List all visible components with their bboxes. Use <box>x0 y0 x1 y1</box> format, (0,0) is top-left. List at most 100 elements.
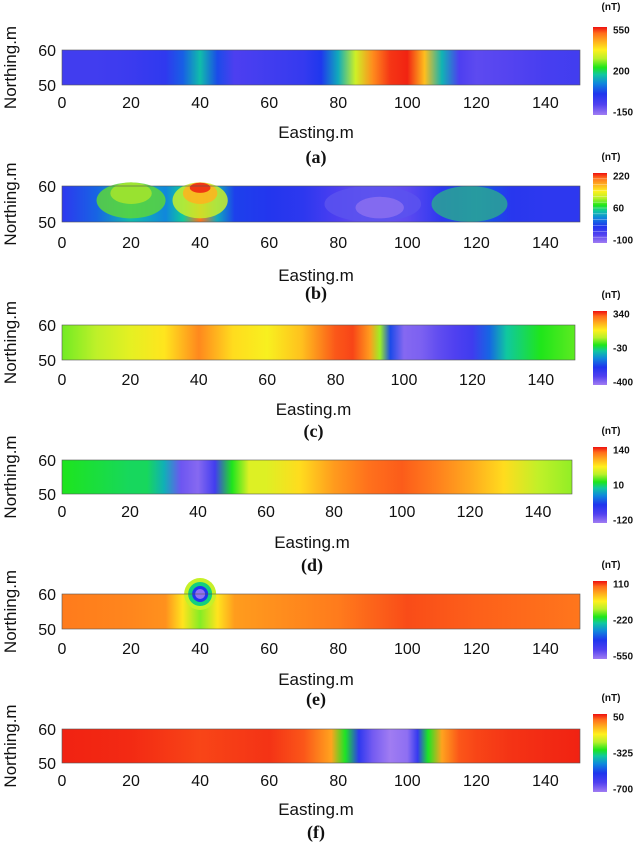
x-axis-label: Easting.m <box>278 123 354 142</box>
x-tick-label: 20 <box>122 95 140 112</box>
y-tick-label: 60 <box>38 587 56 604</box>
x-axis-label: Easting.m <box>274 533 350 552</box>
colorbar-tick-label: -325 <box>613 749 633 760</box>
colorbar-tick-label: 140 <box>613 446 630 457</box>
colorbar <box>593 581 607 659</box>
x-tick-label: 80 <box>329 773 347 790</box>
colorbar-tick-label: -220 <box>613 616 633 627</box>
x-tick-label: 140 <box>525 504 552 521</box>
contour-patch <box>431 186 508 222</box>
x-tick-label: 0 <box>58 95 67 112</box>
x-tick-label: 40 <box>190 372 208 389</box>
y-tick-label: 60 <box>38 453 56 470</box>
colorbar-unit: (nT) <box>602 290 621 301</box>
x-tick-label: 140 <box>532 235 559 252</box>
colorbar-tick-label: -550 <box>613 652 633 663</box>
x-tick-label: 0 <box>58 235 67 252</box>
x-tick-label: 120 <box>463 95 490 112</box>
y-axis-label: Northing.m <box>1 435 20 518</box>
colorbar-unit: (nT) <box>602 560 621 571</box>
x-tick-label: 120 <box>463 235 490 252</box>
x-tick-label: 140 <box>532 95 559 112</box>
panel-label: (f) <box>307 822 325 843</box>
colorbar <box>593 311 607 385</box>
y-tick-label: 60 <box>38 179 56 196</box>
x-tick-label: 60 <box>258 372 276 389</box>
x-tick-label: 0 <box>58 504 67 521</box>
panel-label: (e) <box>306 689 326 710</box>
panel-label: (c) <box>304 421 324 442</box>
y-axis-label: Northing.m <box>1 301 20 384</box>
map-fill <box>62 460 572 494</box>
x-tick-label: 60 <box>260 235 278 252</box>
panel-label: (d) <box>301 555 323 576</box>
colorbar-tick-label: 60 <box>613 204 625 215</box>
x-tick-label: 0 <box>58 641 67 658</box>
colorbar <box>593 27 607 115</box>
x-axis-label: Easting.m <box>278 670 354 689</box>
contour-patch <box>110 182 152 204</box>
y-tick-label: 50 <box>38 353 56 370</box>
colorbar-tick-label: 10 <box>613 481 625 492</box>
x-tick-label: 140 <box>527 372 554 389</box>
colorbar-tick-label: 50 <box>613 713 625 724</box>
x-tick-label: 40 <box>191 641 209 658</box>
colorbar-tick-label: -700 <box>613 785 633 796</box>
x-tick-label: 100 <box>391 372 418 389</box>
x-tick-label: 60 <box>260 95 278 112</box>
colorbar-tick-label: 110 <box>613 580 630 591</box>
y-tick-label: 50 <box>38 756 56 773</box>
x-tick-label: 40 <box>191 95 209 112</box>
colorbar-tick-label: -400 <box>613 378 633 389</box>
y-axis-label: Northing.m <box>1 570 20 653</box>
contour-patch <box>189 182 211 193</box>
x-axis-label: Easting.m <box>278 800 354 819</box>
x-tick-label: 20 <box>122 235 140 252</box>
colorbar-unit: (nT) <box>602 2 621 13</box>
x-tick-label: 100 <box>389 504 416 521</box>
x-tick-label: 40 <box>189 504 207 521</box>
x-tick-label: 140 <box>532 773 559 790</box>
x-axis-label: Easting.m <box>276 400 352 419</box>
x-tick-label: 100 <box>394 235 421 252</box>
plot-frame <box>61 185 581 223</box>
plot-frame <box>61 49 581 86</box>
y-tick-label: 50 <box>38 215 56 232</box>
x-tick-label: 0 <box>58 372 67 389</box>
x-tick-label: 60 <box>260 773 278 790</box>
y-axis-label: Northing.m <box>1 26 20 109</box>
panel-4: 0 20 40 60 80 100 120 140 50 60 Easting.m Northing.… <box>1 426 633 576</box>
panel-1: 0 20 40 60 80 100 120 1405060Easting.mNorthing.… <box>1 2 633 168</box>
x-tick-label: 100 <box>394 641 421 658</box>
colorbar-unit: (nT) <box>602 426 621 437</box>
y-tick-label: 60 <box>38 722 56 739</box>
y-axis-label: Northing.m <box>1 162 20 245</box>
x-tick-label: 80 <box>327 372 345 389</box>
x-tick-label: 0 <box>58 773 67 790</box>
x-axis-label: Easting.m <box>278 266 354 285</box>
x-tick-label: 20 <box>122 641 140 658</box>
map-fill <box>62 50 580 85</box>
plot-frame <box>61 728 581 764</box>
x-tick-label: 120 <box>459 372 486 389</box>
plot-frame <box>61 593 581 630</box>
x-tick-label: 80 <box>325 504 343 521</box>
x-tick-label: 20 <box>122 773 140 790</box>
map-fill <box>62 729 580 763</box>
colorbar-tick-label: -100 <box>613 236 633 247</box>
y-tick-label: 60 <box>38 318 56 335</box>
colorbar-tick-label: -120 <box>613 516 633 527</box>
x-tick-label: 40 <box>191 773 209 790</box>
contour-patch <box>355 196 404 219</box>
colorbar-unit: (nT) <box>602 152 621 163</box>
x-tick-label: 60 <box>257 504 275 521</box>
colorbar-unit: (nT) <box>602 693 621 704</box>
y-tick-label: 50 <box>38 487 56 504</box>
map-fill <box>62 594 580 629</box>
plot-frame <box>61 324 576 361</box>
colorbar-tick-label: -30 <box>613 344 628 355</box>
panel-label: (a) <box>306 147 327 168</box>
x-tick-label: 140 <box>532 641 559 658</box>
x-tick-label: 80 <box>329 235 347 252</box>
